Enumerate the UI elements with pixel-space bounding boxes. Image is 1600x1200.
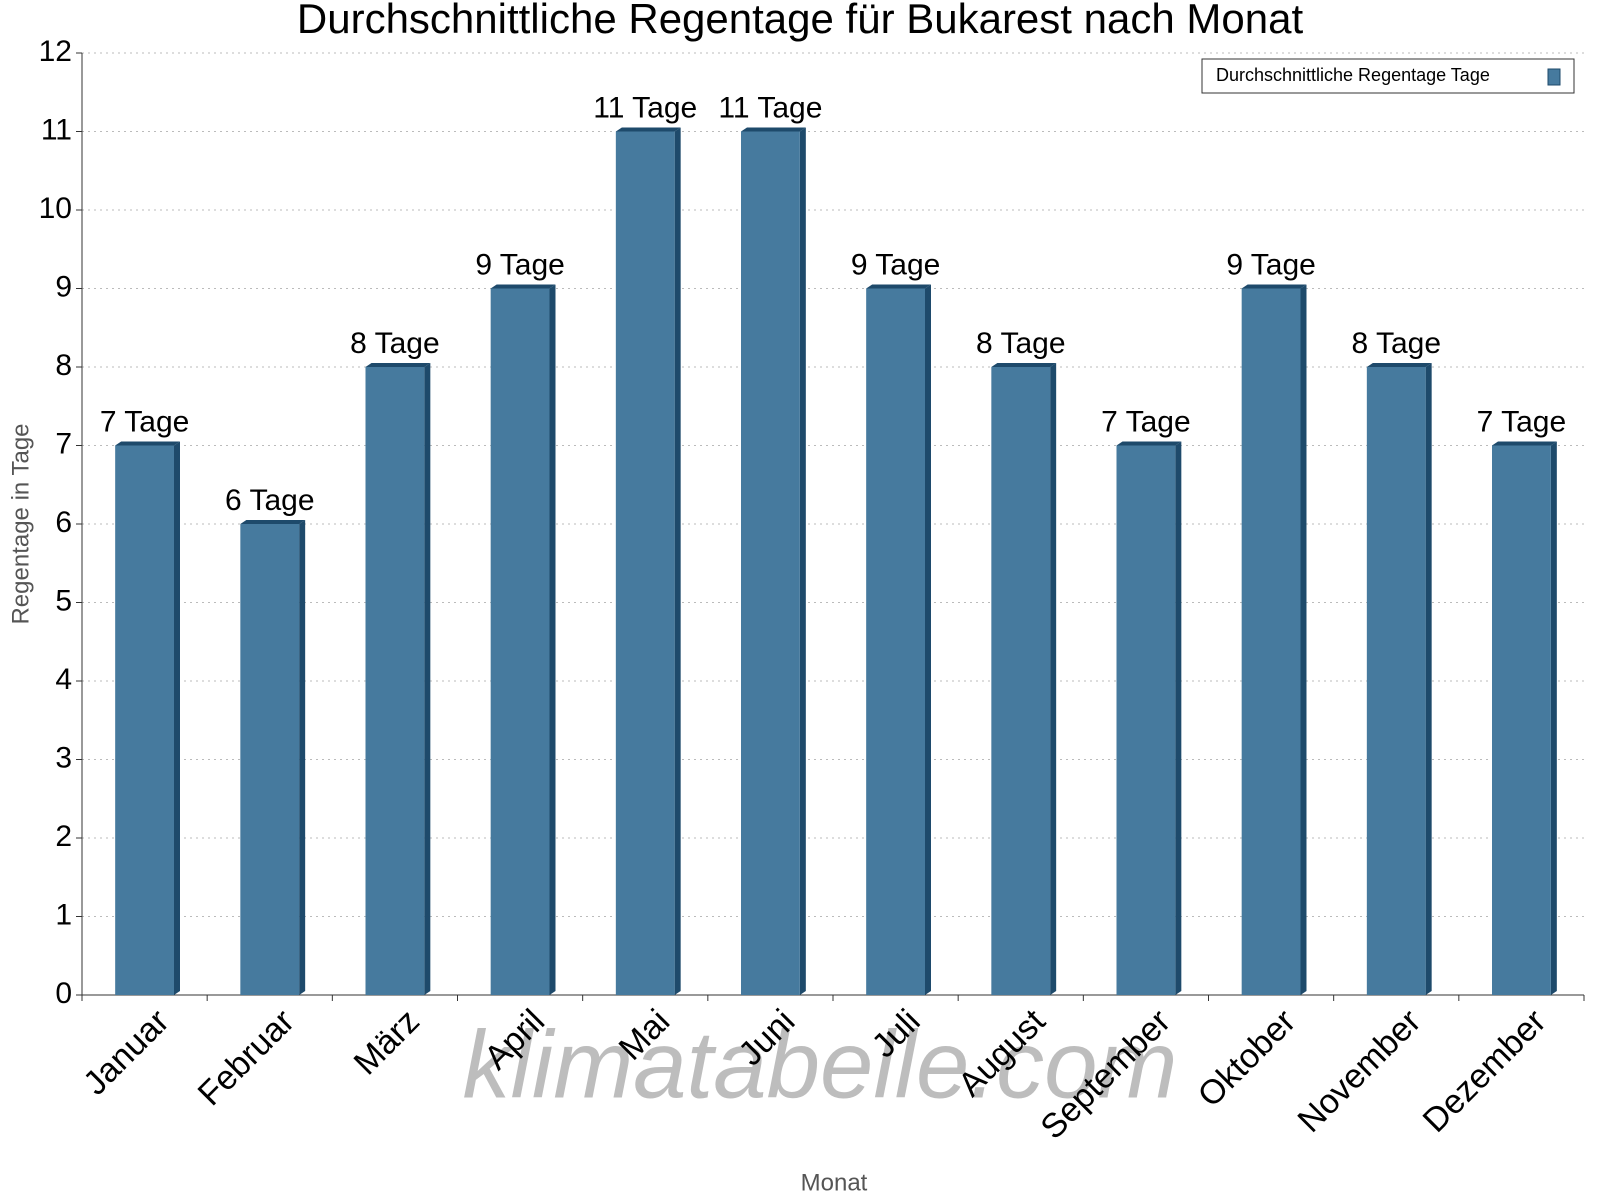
value-label: 8 Tage <box>350 327 440 360</box>
y-tick-label: 0 <box>55 977 72 1010</box>
legend-box <box>1201 58 1575 94</box>
bar-front <box>365 367 425 995</box>
bar-top <box>615 127 681 132</box>
legend-swatch <box>1547 68 1561 86</box>
value-label: 11 Tage <box>718 91 822 124</box>
y-tick-label: 8 <box>55 349 72 382</box>
bar <box>866 284 931 995</box>
bar <box>741 127 806 995</box>
bar-side <box>799 127 806 995</box>
y-tick-label: 11 <box>41 113 72 146</box>
value-label: 7 Tage <box>1101 405 1191 438</box>
value-label: 11 Tage <box>593 91 697 124</box>
bar-front <box>1492 445 1551 995</box>
bar-front <box>741 131 800 995</box>
bar-front <box>115 445 174 995</box>
value-label: 9 Tage <box>851 248 941 281</box>
watermark: klimatabelle.com <box>463 1011 1178 1118</box>
bar-top <box>1492 441 1557 446</box>
bar-top <box>741 127 806 132</box>
value-label: 8 Tage <box>976 327 1066 360</box>
bar-side <box>924 284 931 995</box>
bar <box>1366 363 1432 995</box>
bar <box>365 363 431 995</box>
bar-side <box>299 520 306 995</box>
value-label: 7 Tage <box>1477 405 1567 438</box>
bar-side <box>1050 363 1057 995</box>
value-label: 6 Tage <box>225 484 315 517</box>
bar <box>240 520 306 995</box>
bar-side <box>1425 363 1432 995</box>
bar <box>991 363 1057 995</box>
x-axis-title: Monat <box>801 1169 868 1196</box>
y-tick-label: 6 <box>55 506 72 539</box>
bar-front <box>1366 367 1426 995</box>
bar <box>1241 284 1307 995</box>
legend-label: Durchschnittliche Regentage Tage <box>1216 65 1490 85</box>
legend: Durchschnittliche Regentage Tage <box>1201 58 1575 94</box>
bar-front <box>490 288 550 995</box>
bar-side <box>549 284 556 995</box>
bar <box>490 284 556 995</box>
bar-top <box>365 363 431 367</box>
bar-side <box>1175 441 1182 995</box>
bar-side <box>424 363 431 995</box>
y-tick-label: 4 <box>55 663 72 696</box>
bar-top <box>866 284 931 289</box>
chart-title: Durchschnittliche Regentage für Bukarest… <box>297 0 1304 42</box>
bar-front <box>615 131 675 995</box>
value-label: 7 Tage <box>100 405 190 438</box>
y-tick-label: 2 <box>55 820 72 853</box>
bar-side <box>674 127 681 995</box>
bar-side <box>1300 284 1307 995</box>
y-tick-label: 1 <box>55 898 72 931</box>
bar <box>115 441 180 995</box>
value-label: 8 Tage <box>1351 327 1441 360</box>
bar-top <box>240 520 306 524</box>
bar-top <box>1366 363 1432 367</box>
y-tick-label: 5 <box>55 584 72 617</box>
y-tick-label: 12 <box>39 35 72 68</box>
bar-top <box>115 441 180 446</box>
bar-front <box>240 524 300 995</box>
bar-front <box>866 288 925 995</box>
y-axis-title: Regentage in Tage <box>7 423 34 624</box>
bar-top <box>490 284 556 289</box>
value-label: 9 Tage <box>475 248 565 281</box>
bar-top <box>1241 284 1307 289</box>
bar-side <box>173 441 180 995</box>
y-tick-label: 10 <box>39 192 72 225</box>
y-tick-label: 7 <box>55 427 72 460</box>
bar-front <box>991 367 1051 995</box>
y-tick-label: 3 <box>55 741 72 774</box>
bar <box>1116 441 1182 995</box>
bar <box>615 127 681 995</box>
bar-front <box>1241 288 1301 995</box>
bar-side <box>1550 441 1557 995</box>
bar <box>1492 441 1557 995</box>
bar-front <box>1116 445 1176 995</box>
value-label: 9 Tage <box>1226 248 1316 281</box>
bar-top <box>991 363 1057 367</box>
bar-top <box>1116 441 1182 446</box>
y-tick-label: 9 <box>55 270 72 303</box>
